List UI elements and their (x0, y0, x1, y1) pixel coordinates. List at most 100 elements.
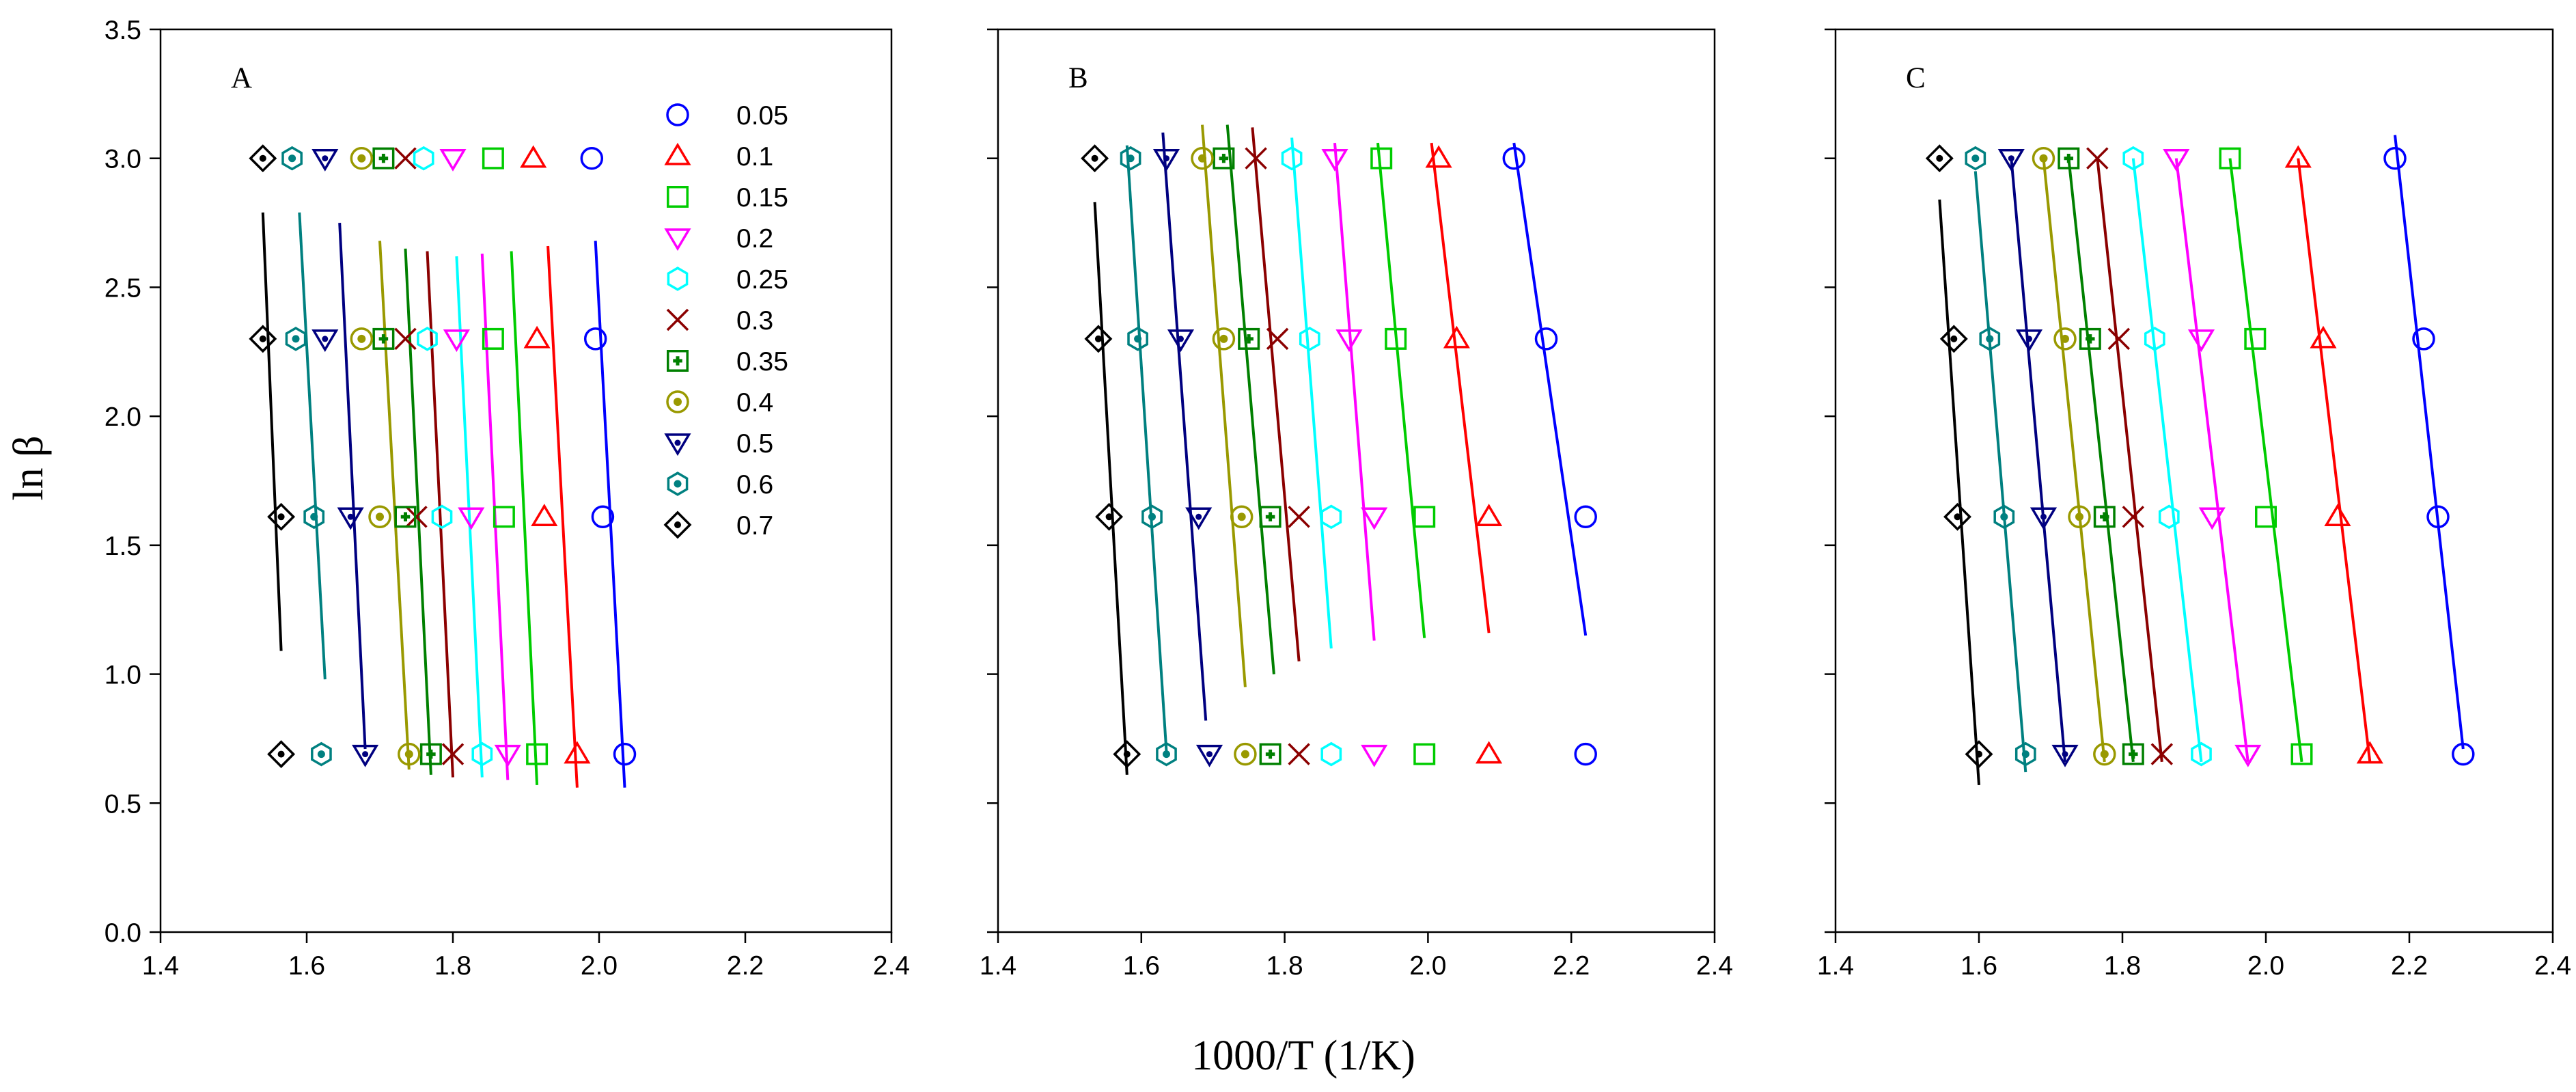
plot-frame (159, 28, 893, 933)
fit-line-0.4 (1201, 124, 1247, 687)
marker-triangle-down-dot-dot (2062, 751, 2068, 758)
marker-triangle-down (443, 329, 470, 353)
fit-line-0.1 (1430, 142, 1491, 633)
marker-diamond-dot (1943, 502, 1971, 531)
marker-triangle-down-dot-dot (362, 751, 369, 758)
marker-square-plus (394, 506, 417, 528)
panel-tag: A (231, 62, 252, 94)
marker-square-plus (419, 743, 442, 765)
fit-line-0.7 (1093, 202, 1128, 775)
marker-triangle-down-dot (1185, 507, 1213, 530)
marker-triangle-up (523, 325, 551, 349)
data-point-0.3 (2086, 147, 2109, 169)
marker-triangle-down-dot-dot (1206, 751, 1213, 758)
data-point-0.1 (1443, 325, 1470, 349)
marker-triangle-down (1335, 329, 1363, 353)
marker-triangle-down (2198, 507, 2226, 530)
x-tick-label: 1.8 (2104, 951, 2141, 981)
legend-marker (666, 103, 689, 126)
marker-circle-dot (2093, 742, 2116, 766)
data-point-0.5 (1152, 148, 1180, 172)
panel-a: 1.4 1.6 1.8 2.0 2.2 2.4 0.0 0.5 1.0 1.5 2.0 2.5 3.0 3… (105, 16, 910, 981)
data-point-0.25 (1299, 327, 1320, 351)
marker-hexagon (471, 741, 493, 767)
marker-triangle-down-dot-dot (1195, 513, 1202, 520)
marker-hexagon-dot-dot (1971, 154, 1980, 163)
fit-line-0.5 (1161, 132, 1208, 721)
marker-triangle-down-dot (1167, 329, 1195, 353)
data-point-0.7 (1939, 325, 1968, 353)
data-point-0.7 (1943, 502, 1971, 531)
marker-square-plus-plus (400, 512, 411, 522)
data-point-0.6 (281, 146, 303, 171)
data-point-0.6 (1993, 504, 2015, 530)
data-point-0.15 (1413, 743, 1436, 765)
x-tick-label: 2.0 (581, 951, 618, 981)
marker-diamond-dot-dot (1936, 154, 1943, 162)
marker-circle-dot-dot (2061, 334, 2069, 343)
marker-square-plus-plus (2100, 512, 2109, 522)
marker-diamond-dot-dot (1105, 513, 1113, 521)
y-tick-label: 1.0 (105, 661, 141, 690)
marker-circle-dot-dot (404, 750, 413, 759)
marker-triangle-down (1321, 148, 1348, 172)
data-point-0.3 (2107, 327, 2131, 351)
fit-line-0.5 (2010, 158, 2066, 763)
data-point-0.7 (1084, 325, 1113, 353)
data-point-0.05 (1574, 505, 1597, 529)
y-tick-label: 0.5 (105, 789, 141, 819)
marker-circle (580, 146, 604, 170)
marker-triangle-down-dot (1152, 148, 1180, 172)
marker-hexagon-dot (1127, 327, 1148, 351)
data-point-0.1 (523, 325, 551, 349)
marker-square-plus-plus (1265, 512, 1275, 522)
data-point-0.25 (2144, 327, 2165, 351)
data-point-0.05 (2426, 505, 2450, 529)
marker-circle-dot (2053, 327, 2077, 351)
data-point-0.7 (267, 740, 296, 769)
data-point-0.05 (2412, 327, 2435, 351)
data-point-0.4 (1191, 146, 1214, 170)
data-point-0.6 (311, 741, 332, 767)
marker-diamond-dot-dot (1950, 335, 1958, 342)
marker-circle-dot (1234, 742, 1257, 766)
marker-triangle-down-dot (311, 329, 339, 353)
legend-marker (666, 308, 689, 331)
data-point-0.35 (372, 147, 395, 169)
marker-hexagon-dot (303, 504, 325, 530)
legend-item-0.35: 0.35 (667, 347, 788, 377)
legend-label: 0.1 (736, 142, 773, 172)
data-point-0.5 (2015, 329, 2043, 353)
marker-x (2122, 506, 2145, 528)
data-point-0.6 (1141, 504, 1163, 530)
data-point-0.05 (2383, 146, 2407, 170)
data-point-0.7 (1081, 144, 1109, 173)
data-point-0.7 (1925, 144, 1954, 173)
marker-hexagon-dot-dot (292, 335, 300, 343)
data-point-0.15 (1385, 327, 1407, 350)
marker-triangle-down-dot-dot (2008, 155, 2014, 162)
legend-label: 0.5 (736, 429, 773, 459)
data-point-0.15 (1413, 506, 1436, 528)
marker-hexagon (417, 327, 438, 351)
marker-square-plus-plus (1265, 749, 1275, 759)
fit-line-0.2 (1333, 142, 1376, 641)
marker-triangle-down-dot-dot (347, 513, 354, 520)
marker-x (1288, 743, 1310, 765)
data-point-0.2 (2187, 329, 2215, 353)
data-point-0.5 (1167, 329, 1195, 353)
marker-triangle-up (531, 504, 558, 527)
marker-triangle-down (1361, 744, 1388, 767)
marker-square-plus (1213, 147, 1235, 169)
fit-line-0.3 (426, 251, 454, 778)
fit-line-0.05 (594, 241, 626, 788)
marker-diamond-dot (1095, 502, 1124, 531)
data-point-0.6 (1120, 146, 1141, 171)
marker-triangle-down-dot (1195, 744, 1223, 767)
marker-diamond-dot (267, 502, 296, 531)
marker-square (2219, 147, 2241, 169)
marker-square-plus (2122, 743, 2144, 765)
marker-triangle-down-dot (2015, 329, 2043, 353)
legend-marker (666, 390, 689, 413)
fit-line-0.05 (1512, 142, 1588, 636)
